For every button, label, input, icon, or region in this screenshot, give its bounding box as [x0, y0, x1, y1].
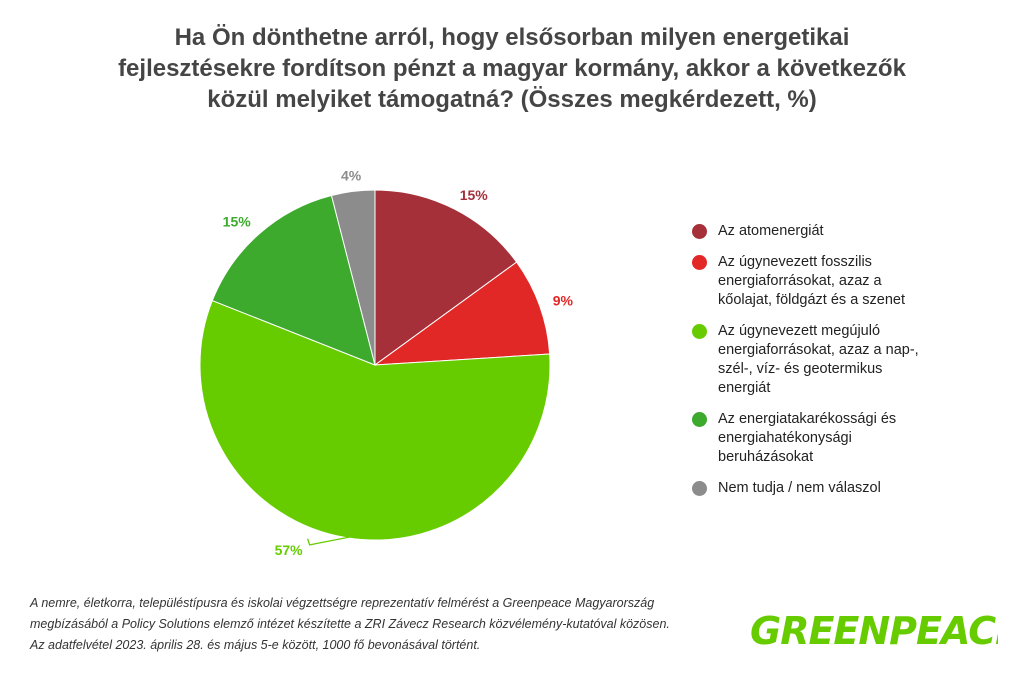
legend-label-4: Az energiatakarékossági és energiahatéko…	[718, 411, 897, 465]
pie-slice-5	[330, 189, 376, 366]
greenpeace-logo: GREENPEACE	[750, 609, 998, 653]
legend-item-3: Az úgynevezett megújuló energiaforrásoka…	[692, 322, 992, 398]
footnote-line-3: Az adatfelvétel 2023. április 28. és máj…	[30, 638, 481, 652]
pie-slice-1	[374, 189, 518, 366]
legend-item-1: Az atomenergiát	[692, 222, 992, 241]
pie-slice-5-value-label: 4%	[341, 168, 362, 184]
pie-slice-4-value-label: 15%	[223, 214, 252, 230]
legend-item-5: Nem tudja / nem válaszol	[692, 479, 992, 498]
pie-slice-1-value-label: 15%	[460, 187, 489, 203]
legend-label-1: Az atomenergiát	[718, 223, 824, 239]
legend-swatch-1	[692, 224, 707, 239]
legend-swatch-4	[692, 412, 707, 427]
footnote-line-2: megbízásából a Policy Solutions elemző i…	[30, 617, 670, 631]
legend-swatch-5	[692, 481, 707, 496]
pie-slice-3-value-label: 57%	[275, 542, 304, 558]
legend-swatch-2	[692, 255, 707, 270]
chart-legend: Az atomenergiát Az úgynevezett fosszilis …	[692, 222, 992, 510]
pie-slice-3-leader	[307, 530, 354, 546]
legend-swatch-3	[692, 324, 707, 339]
legend-item-2: Az úgynevezett fosszilis energiaforrások…	[692, 253, 992, 310]
legend-label-5: Nem tudja / nem válaszol	[718, 480, 881, 496]
pie-slice-2-value-label: 9%	[553, 292, 574, 308]
chart-title: Ha Ön dönthetne arról, hogy elsősorban m…	[110, 22, 914, 115]
chart-title-line-1: Ha Ön dönthetne arról, hogy elsősorban m…	[174, 24, 850, 51]
chart-title-line-2: fejlesztésekre fordítson pénzt a magyar …	[118, 55, 906, 82]
chart-title-line-3: közül melyiket támogatná? (Összes megkér…	[207, 86, 817, 113]
legend-label-2: Az úgynevezett fosszilis energiaforrások…	[718, 254, 906, 308]
methodology-footnote: A nemre, életkorra, településtípusra és …	[30, 593, 730, 656]
legend-label-3: Az úgynevezett megújuló energiaforrásoka…	[718, 323, 919, 396]
pie-slice-2	[373, 261, 551, 366]
footnote-line-1: A nemre, életkorra, településtípusra és …	[30, 596, 655, 610]
legend-item-4: Az energiatakarékossági és energiahatéko…	[692, 410, 992, 467]
pie-slice-4	[211, 194, 376, 366]
greenpeace-logo-text: GREENPEACE	[750, 609, 998, 653]
